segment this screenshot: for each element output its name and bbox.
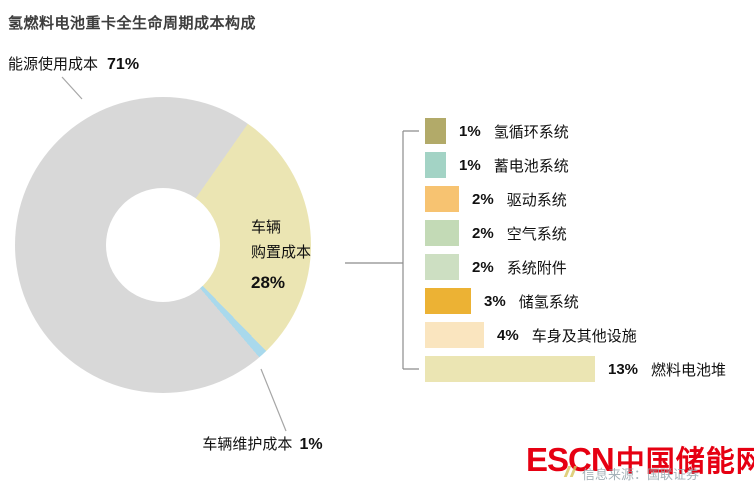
escn-logo-cn: 中国储能网: [615, 446, 754, 478]
purchase-cost-pct: 28%: [251, 273, 286, 292]
purchase-cost-name-line2: 购置成本: [251, 244, 312, 261]
breakdown-bracket: [345, 130, 419, 370]
legend-bar: [425, 118, 446, 144]
legend-label: 系统附件: [506, 259, 567, 277]
legend-bar: [425, 288, 471, 314]
legend-bar: [425, 254, 459, 280]
maintenance-leader-line: [260, 368, 287, 432]
legend-row: 4% 车身及其他设施: [425, 318, 726, 352]
maintenance-cost-label: 车辆维护成本 1%: [170, 433, 355, 454]
legend-label: 储氢系统: [518, 293, 579, 311]
legend-pct: 2%: [472, 190, 494, 208]
legend-bar: [425, 186, 459, 212]
breakdown-legend: 1% 氢循环系统 1% 蓄电池系统 2% 驱动系统 2% 空气系统 2% 系统附…: [425, 114, 726, 386]
legend-row: 1% 蓄电池系统: [425, 148, 726, 182]
legend-label: 车身及其他设施: [531, 327, 637, 345]
legend-row: 3% 储氢系统: [425, 284, 726, 318]
maintenance-cost-pct: 1%: [299, 436, 323, 453]
legend-bar: [425, 356, 595, 382]
legend-bar: [425, 152, 446, 178]
escn-logo: ESCN 中国储能网: [526, 438, 754, 480]
energy-cost-name: 能源使用成本: [8, 56, 99, 73]
purchase-cost-label: 车辆 购置成本 28%: [251, 215, 311, 293]
purchase-cost-name-line1: 车辆: [251, 219, 282, 236]
legend-pct: 3%: [484, 292, 506, 310]
legend-row: 13% 燃料电池堆: [425, 352, 726, 386]
energy-cost-label: 能源使用成本 71%: [8, 53, 139, 74]
legend-label: 驱动系统: [506, 191, 567, 209]
maintenance-cost-name: 车辆维护成本: [202, 436, 293, 453]
legend-label: 空气系统: [506, 225, 567, 243]
legend-pct: 2%: [472, 224, 494, 242]
source-watermark: 信息来源：国联证券: [582, 467, 700, 482]
donut-hole: [106, 188, 220, 302]
legend-row: 2% 驱动系统: [425, 182, 726, 216]
legend-pct: 1%: [459, 156, 481, 174]
legend-label: 燃料电池堆: [651, 361, 727, 379]
legend-label: 氢循环系统: [493, 123, 569, 141]
legend-bar: [425, 220, 459, 246]
legend-label: 蓄电池系统: [493, 157, 569, 175]
legend-pct: 1%: [459, 122, 481, 140]
energy-leader-line: [61, 76, 83, 100]
legend-pct: 4%: [497, 326, 519, 344]
legend-row: 1% 氢循环系统: [425, 114, 726, 148]
chart-title: 氢燃料电池重卡全生命周期成本构成: [8, 15, 257, 32]
legend-pct: 2%: [472, 258, 494, 276]
escn-logo-en: ESCN: [526, 441, 615, 478]
legend-bar: [425, 322, 484, 348]
legend-row: 2% 空气系统: [425, 216, 726, 250]
legend-pct: 13%: [608, 360, 639, 378]
legend-row: 2% 系统附件: [425, 250, 726, 284]
energy-cost-pct: 71%: [107, 56, 140, 73]
